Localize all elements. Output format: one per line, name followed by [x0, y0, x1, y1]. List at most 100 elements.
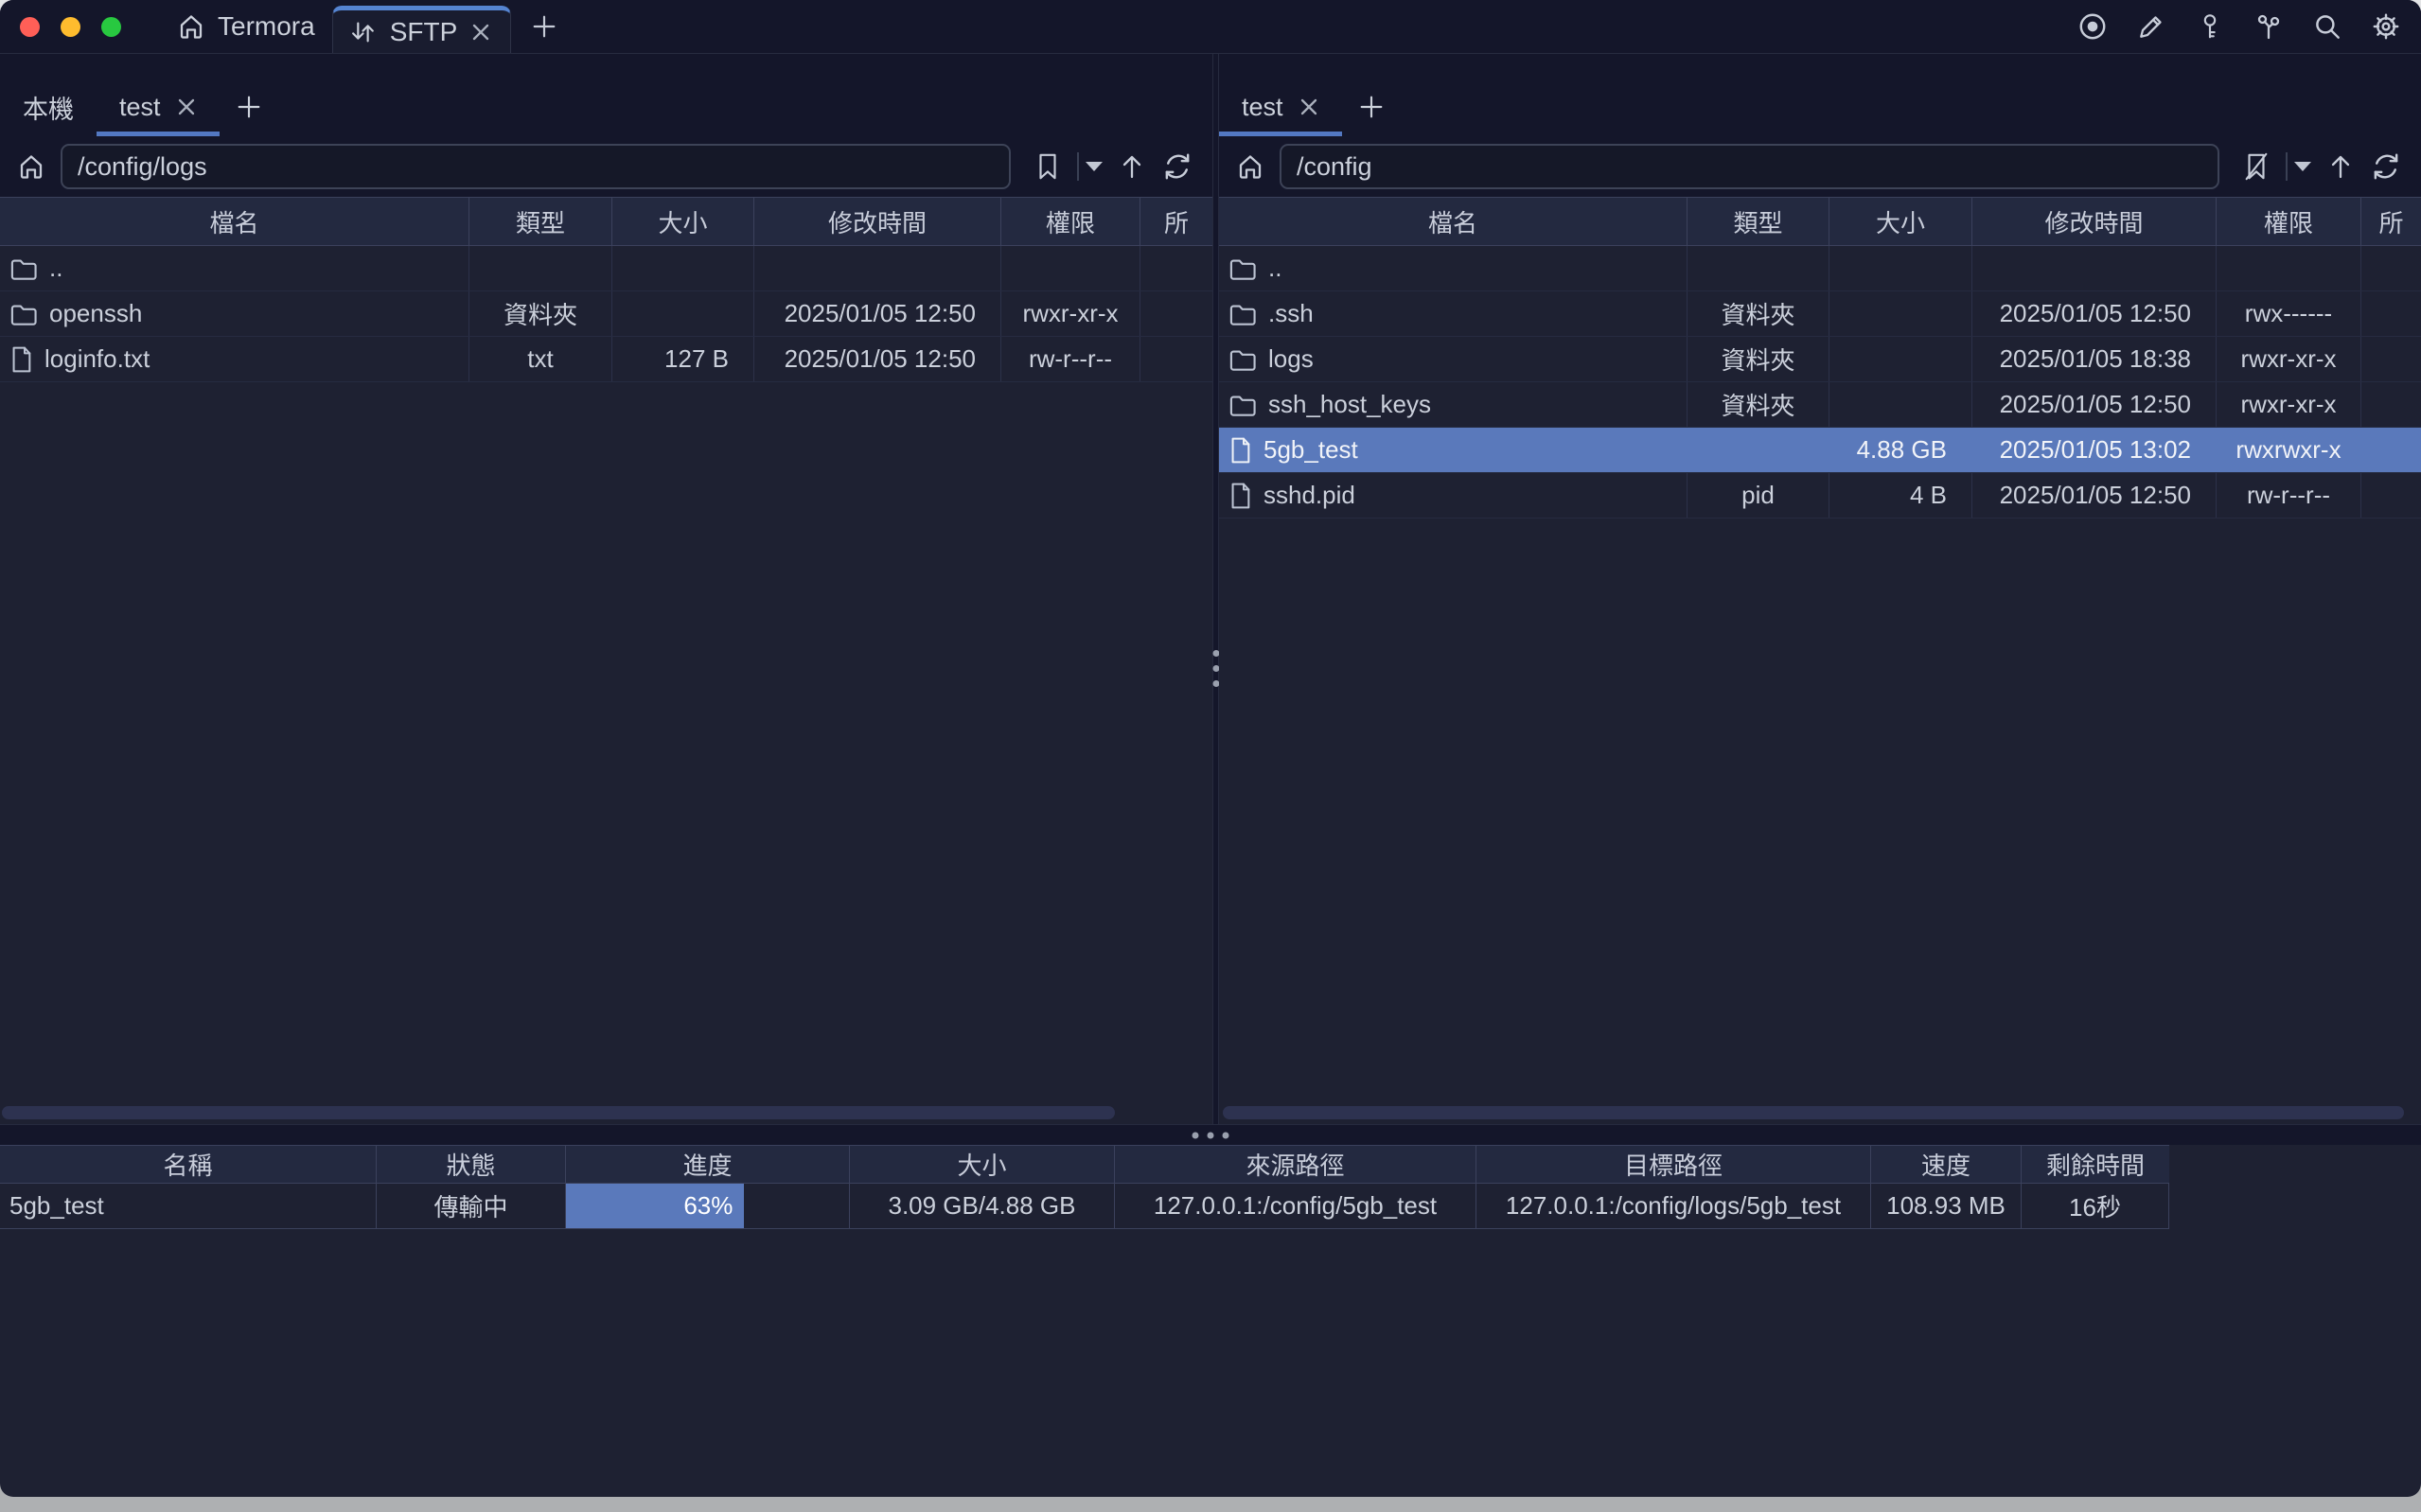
close-icon[interactable] — [1299, 97, 1319, 117]
zoom-window-button[interactable] — [101, 16, 121, 37]
file-row[interactable]: 5gb_test 4.88 GB 2025/01/05 13:02 rwxrwxr-x — [1219, 428, 2421, 473]
transfer-column-header-名稱[interactable]: 名稱 — [0, 1146, 377, 1183]
folder-icon — [1228, 346, 1257, 372]
transfer-panel-splitter[interactable] — [0, 1124, 2421, 1145]
record-icon[interactable] — [2075, 9, 2111, 44]
column-header-權限[interactable]: 權限 — [2217, 198, 2361, 245]
transfer-column-header-速度[interactable]: 速度 — [1871, 1146, 2022, 1183]
pane-tab-label: test — [1242, 92, 1283, 121]
new-tab-button[interactable] — [526, 9, 562, 44]
tab-termora-home[interactable]: Termora — [176, 11, 315, 42]
left-pane-tabbar: 本機 test — [0, 54, 1212, 136]
minimize-window-button[interactable] — [61, 16, 80, 37]
file-row[interactable]: .ssh 資料夾 2025/01/05 12:50 rwx------ — [1219, 291, 2421, 337]
file-icon — [1228, 436, 1252, 465]
refresh-icon — [2370, 150, 2402, 183]
transfer-column-header-剩餘時間[interactable]: 剩餘時間 — [2045, 1152, 2145, 1180]
right-pane-tabbar: test — [1219, 54, 2421, 136]
file-row[interactable]: loginfo.txt txt 127 B 2025/01/05 12:50 rw-r-… — [0, 337, 1212, 382]
parent-directory-button[interactable] — [1110, 145, 1154, 188]
file-owner-cell — [2361, 473, 2421, 518]
edit-icon[interactable] — [2133, 9, 2169, 44]
column-header-類型[interactable]: 類型 — [469, 198, 612, 245]
path-input[interactable] — [61, 144, 1011, 189]
file-size-cell — [1829, 246, 1972, 290]
home-directory-button[interactable] — [9, 145, 53, 188]
close-window-button[interactable] — [20, 16, 40, 37]
file-row[interactable]: sshd.pid pid 4 B 2025/01/05 12:50 rw-r--r-- — [1219, 473, 2421, 519]
pane-tab-本機[interactable]: 本機 — [0, 78, 97, 136]
file-size-cell: 4 B — [1829, 473, 1972, 518]
tab-sftp[interactable]: SFTP — [331, 6, 512, 53]
column-header-類型[interactable]: 類型 — [1688, 198, 1829, 245]
column-header-大小[interactable]: 大小 — [1829, 198, 1972, 245]
path-input[interactable] — [1280, 144, 2219, 189]
file-owner-cell — [1140, 246, 1212, 290]
transfer-column-header-狀態[interactable]: 狀態 — [377, 1146, 566, 1183]
left-file-table-header: 檔名 類型 大小 修改時間 權限所 — [0, 197, 1212, 246]
file-name-cell: .ssh — [1219, 291, 1688, 336]
arrow-up-icon — [1117, 151, 1147, 182]
refresh-button[interactable] — [1156, 145, 1199, 188]
column-header-檔名[interactable]: 檔名 — [0, 198, 469, 245]
file-type-cell: txt — [469, 337, 612, 381]
key-icon[interactable] — [2192, 9, 2228, 44]
column-header-檔名[interactable]: 檔名 — [1219, 198, 1688, 245]
transfer-column-header-進度[interactable]: 進度 — [566, 1146, 850, 1183]
column-header-修改時間[interactable]: 修改時間 — [754, 198, 1001, 245]
chevron-down-icon[interactable] — [2294, 162, 2311, 171]
home-directory-button[interactable] — [1228, 145, 1272, 188]
chevron-down-icon[interactable] — [1086, 162, 1103, 171]
close-icon[interactable] — [470, 22, 491, 43]
file-row[interactable]: .. — [0, 246, 1212, 291]
horizontal-scrollbar[interactable] — [2, 1106, 1115, 1119]
home-icon — [1235, 151, 1265, 182]
transfer-column-header-來源路徑[interactable]: 來源路徑 — [1115, 1146, 1476, 1183]
file-owner-cell — [1140, 291, 1212, 336]
file-size-cell — [1829, 382, 1972, 427]
settings-icon[interactable] — [2368, 9, 2404, 44]
file-size-cell — [612, 246, 754, 290]
parent-directory-button[interactable] — [2319, 145, 2362, 188]
pane-splitter-vertical[interactable] — [1212, 54, 1219, 1124]
refresh-button[interactable] — [2364, 145, 2408, 188]
file-name: ssh_host_keys — [1268, 390, 1431, 418]
transfer-column-header-目標路徑[interactable]: 目標路徑 — [1476, 1146, 1871, 1183]
bookmark-icon[interactable] — [1026, 145, 1069, 188]
splitter-handle-dots — [1192, 1132, 1229, 1138]
file-row[interactable]: .. — [1219, 246, 2421, 291]
divider — [2286, 152, 2288, 181]
keychain-icon[interactable] — [2251, 9, 2287, 44]
file-row[interactable]: openssh 資料夾 2025/01/05 12:50 rwxr-xr-x — [0, 291, 1212, 337]
transfer-row[interactable]: 5gb_test 傳輸中 63% 3.09 GB/4.88 GB 127.0.0.1:/… — [0, 1184, 2169, 1229]
pane-tab-test[interactable]: test — [1219, 78, 1342, 136]
file-name-cell: sshd.pid — [1219, 473, 1688, 518]
search-icon[interactable] — [2309, 9, 2345, 44]
column-header-所[interactable]: 所 — [1163, 208, 1189, 237]
column-header-修改時間[interactable]: 修改時間 — [1972, 198, 2217, 245]
file-owner-cell — [1140, 337, 1212, 381]
left-file-table: .. openssh 資料夾 2025/01/05 12:50 rwxr-xr-x log… — [0, 246, 1212, 382]
new-pane-tab-button[interactable] — [220, 78, 278, 136]
file-size-cell: 4.88 GB — [1856, 435, 1947, 464]
column-header-大小[interactable]: 大小 — [612, 198, 754, 245]
file-row[interactable]: ssh_host_keys 資料夾 2025/01/05 12:50 rwxr-xr-… — [1219, 382, 2421, 428]
file-name-cell: ssh_host_keys — [1219, 382, 1688, 427]
pane-tab-test[interactable]: test — [97, 78, 220, 136]
file-permissions-cell: rwxr-xr-x — [2217, 337, 2361, 381]
close-icon[interactable] — [176, 97, 197, 117]
file-owner-cell — [2361, 382, 2421, 427]
bookmark-slash-icon[interactable] — [2235, 145, 2278, 188]
bookmark-glyph — [2242, 151, 2271, 182]
new-pane-tab-button[interactable] — [1342, 78, 1401, 136]
transfer-arrows-icon — [348, 18, 377, 46]
transfer-column-header-大小[interactable]: 大小 — [850, 1146, 1115, 1183]
column-header-所[interactable]: 所 — [2378, 208, 2404, 237]
file-name-cell: .. — [0, 246, 469, 290]
column-header-權限[interactable]: 權限 — [1001, 198, 1140, 245]
file-row[interactable]: logs 資料夾 2025/01/05 18:38 rwxr-xr-x — [1219, 337, 2421, 382]
file-type-cell: 資料夾 — [469, 291, 612, 336]
horizontal-scrollbar[interactable] — [1223, 1106, 2404, 1119]
